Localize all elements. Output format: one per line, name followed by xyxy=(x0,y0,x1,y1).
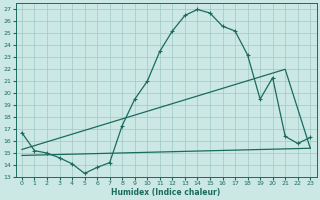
X-axis label: Humidex (Indice chaleur): Humidex (Indice chaleur) xyxy=(111,188,221,197)
